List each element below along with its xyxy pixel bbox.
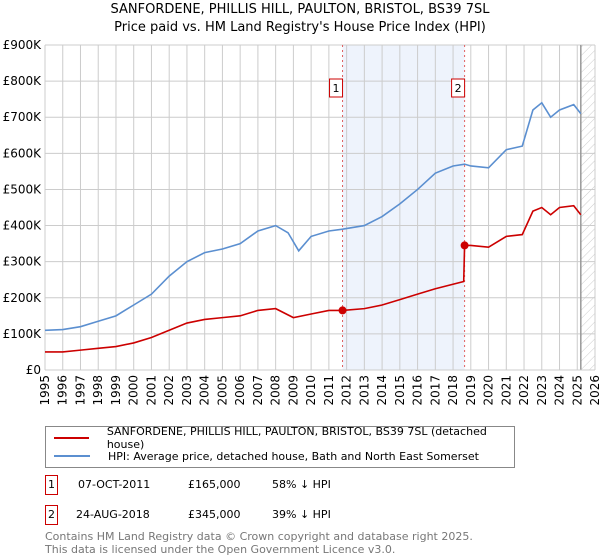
legend-label: SANFORDENE, PHILLIS HILL, PAULTON, BRIST… (106, 425, 487, 451)
y-tick-label: £0 (26, 363, 41, 377)
y-tick-label: £200K (3, 291, 43, 305)
x-tick-label: 2019 (464, 375, 478, 406)
forecast-hatch (580, 45, 595, 370)
sale-hpi: 58% ↓ HPI (272, 478, 331, 491)
x-tick-label: 2007 (251, 375, 265, 406)
x-tick-label: 2017 (428, 375, 442, 406)
sale-point (338, 306, 347, 315)
x-tick-label: 2013 (357, 375, 371, 406)
x-tick-label: 2002 (162, 375, 176, 406)
x-tick-label: 1997 (73, 375, 87, 406)
x-tick-label: 2023 (535, 375, 549, 406)
legend-item-property: SANFORDENE, PHILLIS HILL, PAULTON, BRIST… (46, 425, 514, 451)
sale-date: 07-OCT-2011 (78, 478, 151, 491)
x-tick-label: 2026 (588, 375, 600, 406)
x-tick-label: 2012 (340, 375, 354, 406)
legend-item-hpi: HPI: Average price, detached house, Bath… (46, 448, 479, 464)
x-tick-label: 2022 (517, 375, 531, 406)
x-tick-label: 2020 (482, 375, 496, 406)
x-tick-label: 2000 (127, 375, 141, 406)
x-tick-label: 2006 (233, 375, 247, 406)
x-tick-label: 2018 (446, 375, 460, 406)
hpi-line (44, 101, 582, 332)
annotation-box (329, 78, 344, 98)
x-tick-label: 2011 (322, 375, 336, 406)
annotation-box (451, 78, 466, 98)
annotation-label: 1 (333, 82, 340, 95)
sale-row: 1 07-OCT-2011 £165,000 58% ↓ HPI (45, 475, 545, 495)
x-tick-label: 2009 (286, 375, 300, 406)
sale-hpi: 39% ↓ HPI (272, 508, 331, 521)
sale-badge: 2 (45, 505, 58, 525)
chart-subtitle: Price paid vs. HM Land Registry's House … (114, 20, 486, 35)
y-tick-label: £700K (3, 110, 43, 124)
x-tick-label: 2015 (393, 375, 407, 406)
x-tick-label: 2005 (215, 375, 229, 406)
shaded-range (342, 45, 465, 370)
annotation-label: 2 (455, 82, 462, 95)
footer-line-1: Contains HM Land Registry data © Crown c… (45, 530, 473, 543)
x-tick-label: 1996 (56, 375, 70, 406)
y-tick-label: £500K (3, 182, 43, 196)
x-tick-label: 1995 (38, 375, 52, 406)
x-tick-label: 1999 (109, 375, 123, 406)
legend-swatch-blue (54, 455, 90, 457)
sale-badge: 1 (45, 475, 58, 495)
sale-row: 2 24-AUG-2018 £345,000 39% ↓ HPI (45, 505, 545, 525)
x-tick-label: 2014 (375, 375, 389, 406)
x-tick-label: 1998 (91, 375, 105, 406)
chart-title: SANFORDENE, PHILLIS HILL, PAULTON, BRIST… (110, 2, 490, 17)
sale-point (460, 241, 469, 250)
price-paid-line (45, 204, 582, 353)
x-tick-label: 2025 (570, 375, 584, 406)
x-tick-label: 2010 (304, 375, 318, 406)
x-tick-label: 2001 (144, 375, 158, 406)
y-tick-label: £900K (3, 38, 43, 52)
x-tick-label: 2024 (553, 375, 567, 406)
y-tick-label: £800K (3, 74, 43, 88)
x-tick-label: 2008 (269, 375, 283, 406)
legend-label: HPI: Average price, detached house, Bath… (108, 449, 479, 463)
x-tick-label: 2021 (499, 375, 513, 406)
x-tick-label: 2016 (411, 375, 425, 406)
sale-price: £345,000 (188, 508, 241, 521)
sale-date: 24-AUG-2018 (76, 508, 150, 521)
footer-line-2: This data is licensed under the Open Gov… (45, 543, 396, 556)
y-tick-label: £400K (3, 219, 43, 233)
price-chart: 1995 1996 1997 1998 1999 2000 2001 2002 2003 2004… (3, 38, 600, 406)
legend: SANFORDENE, PHILLIS HILL, PAULTON, BRIST… (45, 425, 515, 468)
sale-price: £165,000 (188, 478, 241, 491)
y-tick-label: £600K (3, 146, 43, 160)
x-tick-label: 2004 (198, 375, 212, 406)
footer: Contains HM Land Registry data © Crown c… (45, 530, 473, 556)
x-tick-label: 2003 (180, 375, 194, 406)
legend-swatch-red (54, 437, 89, 439)
y-tick-label: £100K (3, 327, 43, 341)
y-tick-label: £300K (3, 255, 43, 269)
